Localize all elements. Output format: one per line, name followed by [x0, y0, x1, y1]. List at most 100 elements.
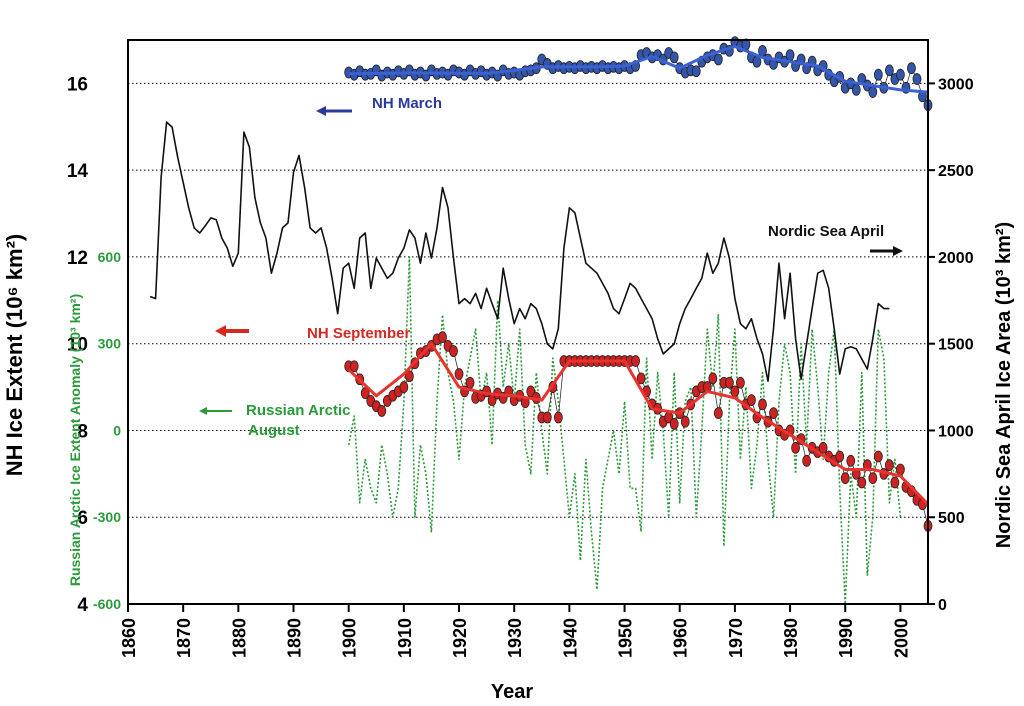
marker — [631, 355, 640, 367]
y3-axis-label: Russian Arctic Ice Extent Anomaly (10³ k… — [67, 294, 83, 586]
arrow-head — [316, 106, 326, 116]
annotation: Nordic Sea April — [768, 223, 884, 240]
x-tick-label: 1950 — [616, 618, 636, 658]
marker — [802, 454, 812, 467]
marker — [840, 472, 850, 485]
plot-frame — [127, 39, 929, 605]
x-tick-label: 2000 — [891, 618, 911, 658]
marker — [399, 381, 409, 393]
marker — [360, 387, 370, 400]
y2-tick-label: 0 — [938, 597, 947, 614]
marker — [680, 415, 690, 428]
series-line — [348, 45, 929, 94]
marker — [873, 68, 883, 81]
y-tick-label: 14 — [67, 161, 89, 182]
x-axis-label: Year — [491, 681, 533, 703]
x-tick-label: 1880 — [229, 618, 249, 658]
marker — [896, 68, 905, 81]
arrow-head — [199, 407, 207, 415]
marker — [758, 398, 767, 411]
y3-tick-label: 0 — [113, 422, 121, 438]
labels: Year NH Ice Extent (10⁶ km²) Russian Arc… — [2, 95, 1015, 703]
marker — [669, 51, 679, 64]
marker — [835, 450, 845, 463]
x-tick-label: 1920 — [450, 618, 470, 658]
marker — [884, 459, 894, 472]
y-tick-label: 4 — [77, 595, 88, 616]
y-tick-label: 10 — [67, 335, 88, 356]
marker — [377, 405, 387, 417]
marker — [454, 368, 464, 380]
arrow-head — [215, 325, 226, 337]
marker — [868, 472, 878, 485]
x-tick-label: 1980 — [781, 618, 801, 658]
marker — [713, 407, 723, 420]
marker — [857, 476, 867, 489]
annotation: Russian Arctic — [246, 402, 350, 419]
marker — [553, 411, 563, 424]
marker — [769, 407, 778, 420]
y-tick-label: 6 — [77, 508, 88, 529]
marker — [884, 64, 894, 77]
arrows — [199, 106, 903, 415]
marker — [465, 376, 475, 389]
axes: 1860 1870 1880 1890 1900 1910 1920 1930 1940 1950… — [67, 74, 974, 658]
y2-tick-label: 3000 — [938, 76, 974, 93]
marker — [818, 441, 828, 454]
marker — [890, 476, 900, 489]
marker — [868, 86, 878, 98]
y-tick-label: 16 — [67, 74, 88, 95]
x-tick-label: 1860 — [119, 618, 139, 658]
y2-axis-label: Nordic Sea April Ice Area (10³ km²) — [993, 222, 1015, 548]
marker — [708, 372, 718, 385]
marker — [404, 370, 414, 383]
x-tick-label: 1990 — [836, 618, 856, 658]
x-tick-label: 1870 — [174, 618, 194, 658]
marker — [730, 385, 740, 398]
x-tick-label: 1970 — [726, 618, 746, 658]
y2-tick-label: 500 — [938, 510, 965, 527]
marker — [449, 345, 458, 357]
annotation: NH September — [307, 325, 411, 342]
marker — [669, 418, 679, 430]
marker — [542, 411, 552, 424]
series-line — [149, 121, 890, 382]
annotation: August — [248, 422, 300, 439]
y2-tick-label: 1000 — [938, 423, 974, 440]
marker — [912, 73, 922, 85]
marker — [691, 65, 701, 78]
grid — [128, 82, 928, 518]
y3-tick-label: -600 — [93, 596, 121, 612]
marker — [736, 376, 745, 389]
y3-tick-label: -300 — [93, 509, 121, 525]
arrow-head — [893, 246, 903, 256]
marker — [785, 49, 795, 62]
plot — [149, 36, 933, 605]
series-line — [347, 342, 930, 506]
marker — [846, 454, 856, 467]
y2-tick-label: 2500 — [938, 163, 974, 180]
x-tick-label: 1960 — [671, 618, 691, 658]
marker — [791, 441, 800, 454]
y2-tick-label: 2000 — [938, 250, 974, 267]
marker — [873, 450, 883, 463]
marker — [907, 62, 916, 75]
y-tick-label: 8 — [77, 421, 88, 442]
marker — [896, 463, 905, 476]
annotation: NH March — [372, 95, 442, 112]
y3-tick-label: 300 — [98, 336, 122, 352]
marker — [724, 376, 734, 389]
y-axis-label: NH Ice Extent (10⁶ km²) — [2, 234, 27, 476]
marker — [851, 83, 861, 96]
x-tick-label: 1940 — [560, 618, 580, 658]
y3-tick-label: 600 — [98, 249, 122, 265]
marker — [438, 331, 447, 344]
marker — [349, 360, 359, 373]
marker — [747, 394, 756, 406]
x-tick-label: 1910 — [395, 618, 415, 658]
x-tick-label: 1890 — [285, 618, 305, 658]
series-line — [347, 256, 902, 605]
y-tick-label: 12 — [67, 248, 88, 269]
marker — [636, 372, 646, 385]
